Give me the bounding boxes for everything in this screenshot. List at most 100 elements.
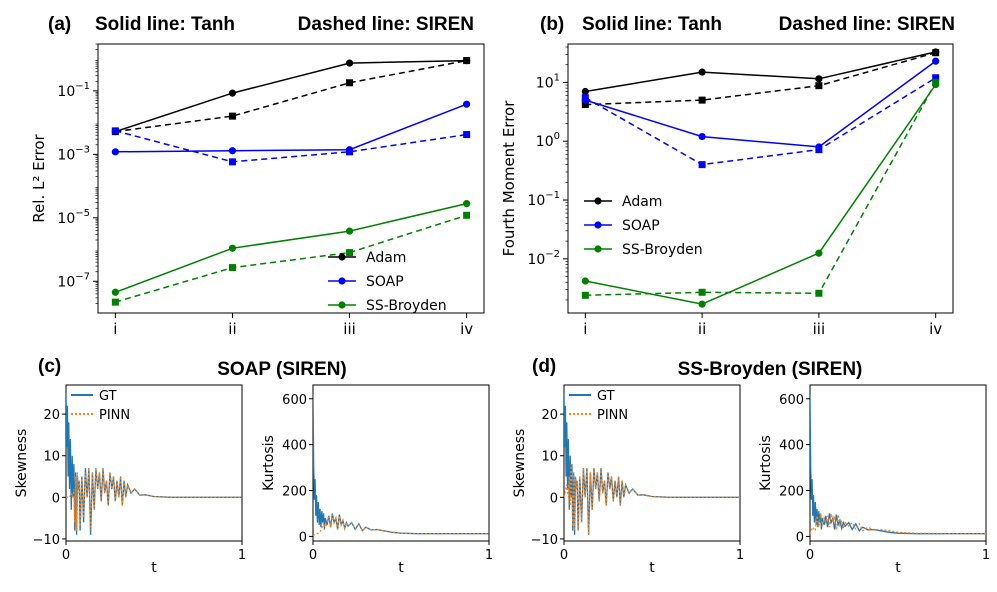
legend-label-pinn: PINN [597, 408, 628, 423]
data-point-ssbroyden [345, 227, 354, 235]
panel-tag-a: (a) [48, 14, 71, 35]
y-axis-label: Skewness [512, 429, 528, 498]
y-tick-label: −10 [531, 533, 558, 548]
y-tick-label: 101 [536, 72, 560, 91]
data-point-ssbroyden [581, 291, 589, 299]
header-dashed-b: Dashed line: SIREN [779, 14, 955, 35]
series-line-ssbroyden-dashed [115, 214, 467, 303]
panel-tag-c: (c) [38, 356, 61, 377]
chart-panel-c-kurtosis: 0 200 400 600 0 1 t Kurtosis [261, 384, 493, 576]
y-tick-label: 10−1 [527, 190, 560, 209]
legend-marker-adam [338, 253, 346, 261]
y-tick-label: 200 [282, 485, 307, 500]
y-axis-label: Skewness [14, 429, 30, 498]
data-point-adam [698, 96, 706, 104]
legend-marker-ssbroyden [338, 301, 346, 309]
data-point-adam [815, 75, 823, 83]
panel-tag-d: (d) [532, 356, 556, 377]
header-solid-a: Solid line: Tanh [95, 14, 235, 35]
y-tick-label: 10−3 [57, 144, 90, 163]
x-tick-label: iv [460, 320, 473, 338]
y-tick-label: 10−1 [57, 81, 90, 100]
y-axis-label: Kurtosis [758, 435, 774, 491]
x-tick-label: 0 [309, 548, 317, 563]
series-line-pinn [810, 513, 986, 535]
legend-label-gt: GT [597, 389, 615, 404]
y-axis-label: Rel. L² Error [30, 133, 48, 222]
plot-frame [809, 384, 987, 542]
series-line-adam-solid [115, 59, 467, 133]
series-line-adam-solid [585, 51, 936, 93]
legend-marker-soap [594, 221, 602, 229]
y-tick-label: 100 [536, 131, 560, 150]
legend-marker-adam [594, 197, 602, 205]
data-point-adam [228, 89, 237, 97]
y-tick-label: 10−2 [527, 249, 560, 268]
x-axis-label: t [895, 560, 901, 576]
y-tick-label: 600 [282, 393, 307, 408]
legend-marker-soap [338, 277, 346, 285]
data-point-soap [463, 131, 471, 139]
header-dashed-a: Dashed line: SIREN [298, 14, 474, 35]
panel-tag-b: (b) [540, 14, 564, 35]
y-tick-label: 20 [43, 408, 60, 423]
data-point-ssbroyden [346, 249, 354, 257]
y-axis-label: Fourth Moment Error [500, 100, 518, 257]
data-point-soap [228, 158, 236, 166]
x-tick-label: 1 [238, 548, 246, 563]
data-point-ssbroyden [815, 249, 823, 257]
x-tick-label: i [113, 320, 117, 338]
data-point-ssbroyden [463, 200, 471, 208]
y-tick-label: 10−7 [57, 271, 90, 290]
data-point-adam [346, 79, 354, 87]
series-line-soap-solid [585, 60, 937, 148]
x-tick-label: i [583, 320, 587, 338]
data-point-ssbroyden [815, 289, 823, 297]
legend-label-ssbroyden: SS-Broyden [366, 298, 447, 314]
y-tick-label: 0 [299, 530, 307, 545]
data-point-ssbroyden [111, 298, 119, 306]
plot-frame [563, 384, 741, 542]
data-point-ssbroyden [581, 277, 589, 285]
data-point-soap [463, 100, 471, 108]
y-tick-label: 600 [779, 393, 804, 408]
data-point-ssbroyden [698, 300, 706, 308]
series-line-ssbroyden-solid [585, 84, 937, 305]
legend-label-adam: Adam [622, 194, 662, 210]
x-tick-label: 0 [62, 548, 70, 563]
y-tick-label: 400 [779, 439, 804, 454]
x-tick-label: ii [698, 320, 706, 338]
series-line-pinn [66, 468, 242, 531]
x-axis-label: t [398, 560, 404, 576]
data-point-ssbroyden [228, 264, 236, 272]
data-point-ssbroyden [111, 288, 119, 296]
plot-frame [65, 384, 243, 542]
y-tick-label: 0 [52, 491, 60, 506]
series-line-adam-dashed [585, 51, 936, 106]
data-point-ssbroyden [698, 288, 706, 296]
data-point-soap [228, 147, 237, 155]
x-tick-label: iv [929, 320, 942, 338]
series-line-soap-dashed [584, 77, 937, 166]
series-line-soap-dashed [115, 130, 467, 163]
series-line-ssbroyden-solid [115, 202, 467, 294]
x-axis-label: t [151, 560, 157, 576]
data-point-ssbroyden [228, 244, 237, 252]
y-tick-label: 10 [541, 450, 558, 465]
series-line-gt [810, 394, 986, 535]
series-line-pinn [564, 463, 740, 535]
plot-frame [567, 43, 954, 314]
series-line-adam-dashed [115, 59, 467, 133]
plot-frame [97, 43, 485, 314]
x-axis-label: t [649, 560, 655, 576]
y-tick-label: 400 [282, 439, 307, 454]
header-solid-b: Solid line: Tanh [582, 14, 722, 35]
data-point-soap [581, 94, 589, 102]
x-tick-label: 1 [736, 548, 744, 563]
legend-label-pinn: PINN [99, 408, 130, 423]
legend-label-gt: GT [99, 389, 117, 404]
data-point-ssbroyden [932, 78, 940, 86]
